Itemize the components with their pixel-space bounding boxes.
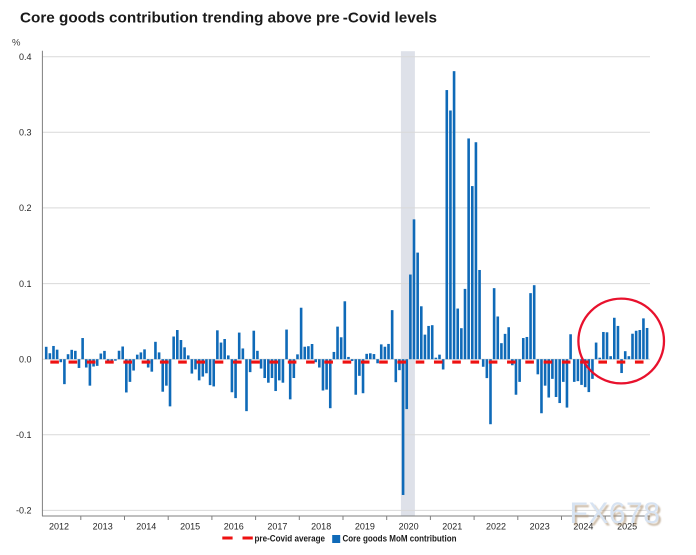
svg-text:0.2: 0.2: [19, 203, 32, 213]
svg-text:0.1: 0.1: [19, 279, 32, 289]
svg-text:Core goods MoM contribution: Core goods MoM contribution: [343, 534, 457, 544]
svg-text:0.3: 0.3: [19, 128, 32, 138]
svg-text:0.4: 0.4: [19, 52, 32, 62]
svg-text:2021: 2021: [442, 522, 462, 532]
svg-text:2017: 2017: [267, 522, 287, 532]
svg-text:2023: 2023: [530, 522, 550, 532]
svg-text:pre-Covid average: pre-Covid average: [255, 534, 326, 544]
svg-text:2018: 2018: [311, 522, 331, 532]
svg-text:FX678: FX678: [570, 497, 661, 530]
svg-text:2022: 2022: [486, 522, 506, 532]
svg-text:2015: 2015: [180, 522, 200, 532]
svg-text:-0.1: -0.1: [16, 430, 32, 440]
svg-text:2016: 2016: [224, 522, 244, 532]
svg-text:-0.2: -0.2: [16, 506, 32, 516]
svg-text:FX678: FX678: [572, 499, 663, 532]
svg-text:2020: 2020: [399, 522, 419, 532]
svg-text:Core goods contribution trendi: Core goods contribution trending above p…: [20, 9, 437, 26]
svg-text:2014: 2014: [136, 522, 156, 532]
svg-text:2013: 2013: [93, 522, 113, 532]
svg-text:2012: 2012: [49, 522, 69, 532]
svg-text:0.0: 0.0: [19, 354, 32, 364]
svg-text:%: %: [12, 38, 21, 49]
svg-text:2019: 2019: [355, 522, 375, 532]
svg-text:2024: 2024: [573, 522, 593, 532]
svg-text:2025: 2025: [617, 522, 637, 532]
